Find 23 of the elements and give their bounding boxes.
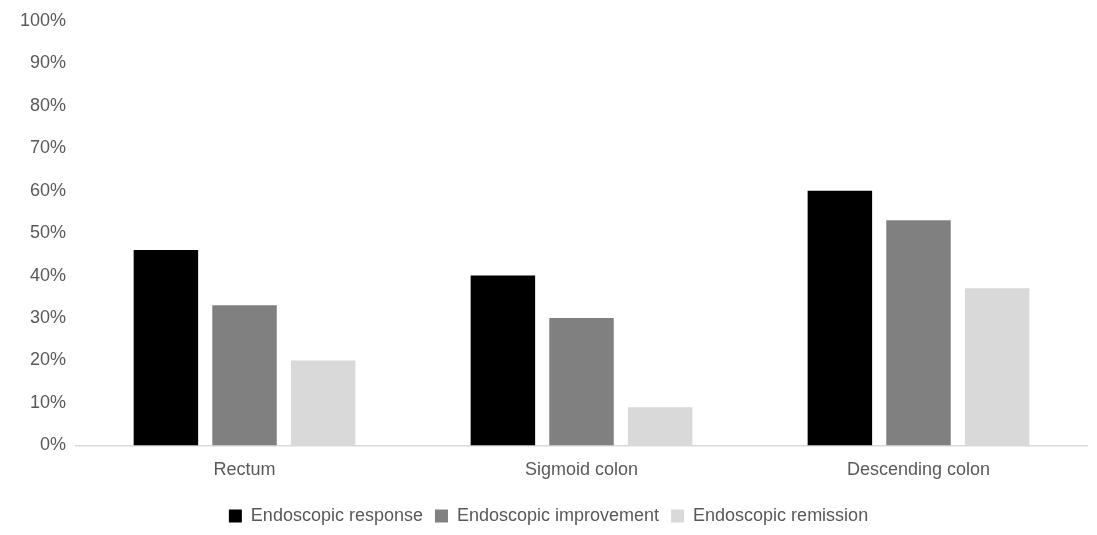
- y-tick-label: 80%: [30, 94, 67, 115]
- y-tick-label: 60%: [30, 179, 67, 200]
- y-tick-label: 100%: [19, 9, 67, 30]
- legend-label: Endoscopic improvement: [456, 504, 660, 525]
- bar: [549, 318, 614, 446]
- y-tick-label: 10%: [30, 391, 67, 412]
- x-tick-label: Sigmoid colon: [524, 459, 639, 480]
- bar: [807, 190, 873, 446]
- y-tick-label: 20%: [30, 349, 67, 370]
- y-tick-label: 70%: [30, 137, 67, 158]
- y-tick-label: 0%: [40, 434, 67, 455]
- y-tick-label: 30%: [30, 306, 67, 327]
- x-tick-label: Descending colon: [846, 459, 991, 480]
- bar: [212, 305, 277, 446]
- bar: [133, 250, 199, 446]
- y-tick-label: 40%: [30, 264, 67, 285]
- y-tick-label: 50%: [30, 222, 67, 243]
- y-tick-label: 90%: [30, 52, 67, 73]
- bar: [470, 275, 536, 446]
- legend-label: Endoscopic remission: [693, 504, 869, 525]
- bar: [886, 220, 951, 446]
- legend-label: Endoscopic response: [250, 504, 423, 525]
- x-tick-label: Rectum: [213, 459, 276, 480]
